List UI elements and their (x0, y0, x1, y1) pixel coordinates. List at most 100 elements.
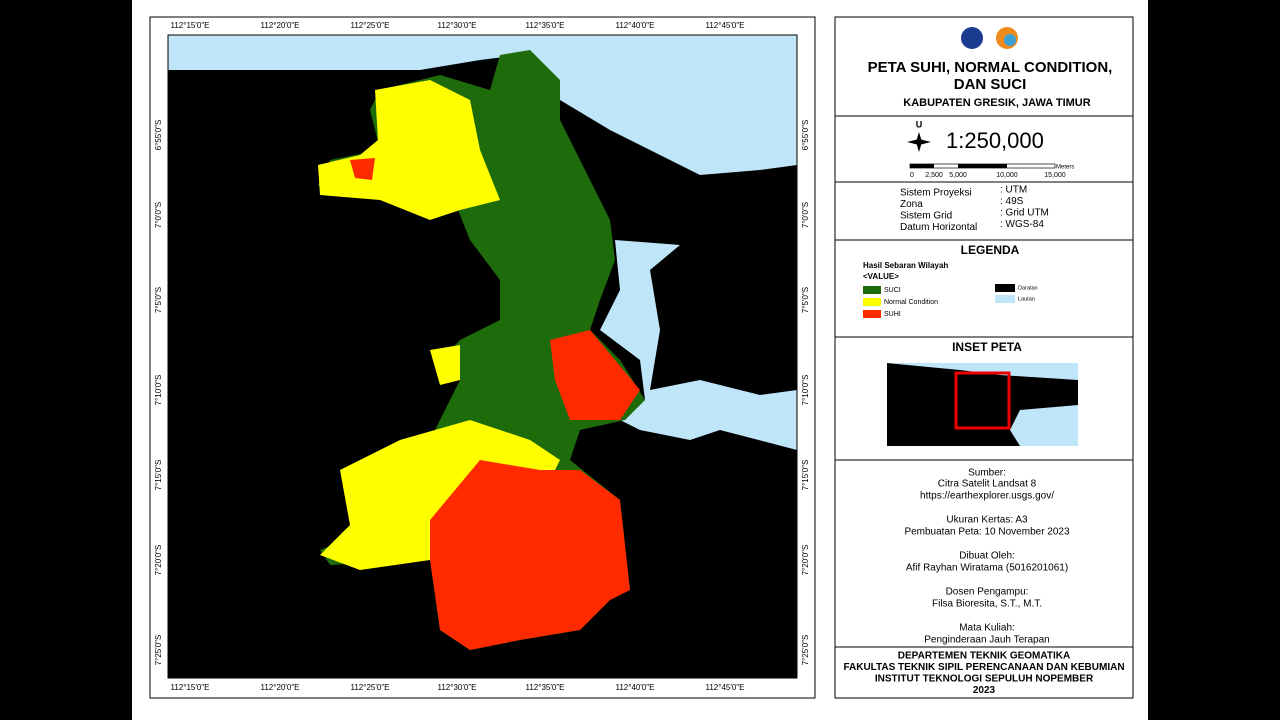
note: Citra Satelit Landsat 8 (938, 479, 1037, 490)
lon-label: 112°35'0"E (525, 683, 564, 692)
lon-label: 112°15'0"E (170, 683, 209, 692)
scale-bar (910, 164, 934, 168)
legend-label: Normal Condition (884, 299, 938, 306)
title: PETA SUHI, NORMAL CONDITION, (868, 59, 1113, 76)
note: Mata Kuliah: (959, 623, 1015, 634)
scale-label: 5,000 (949, 172, 967, 179)
info-key: Sistem Proyeksi (900, 188, 972, 199)
lat-label: 7°5'0"S (154, 287, 163, 313)
legend: SUCI Normal Condition SUHI Daratan Lautan (863, 284, 1038, 318)
legend-label: Daratan (1018, 285, 1038, 291)
lon-label: 112°20'0"E (260, 21, 299, 30)
suhi-area (430, 460, 630, 650)
map-frame (149, 16, 816, 699)
lat-label: 7°0'0"S (154, 202, 163, 228)
title: DAN SUCI (954, 76, 1027, 93)
subtitle: KABUPATEN GRESIK, JAWA TIMUR (903, 97, 1090, 109)
footer-line: DEPARTEMEN TEKNIK GEOMATIKA (898, 651, 1070, 662)
lat-label: 6°55'0"S (801, 120, 810, 151)
lon-label: 112°45'0"E (705, 683, 744, 692)
scale-label: 15,000 (1044, 172, 1066, 179)
info-value: : 49S (1000, 196, 1024, 207)
legend-heading: Hasil Sebaran Wilayah (863, 261, 948, 270)
scale-label: 10,000 (996, 172, 1018, 179)
inset-map (887, 363, 1078, 446)
map-body (168, 35, 797, 678)
lat-label: 7°10'0"S (154, 375, 163, 406)
suhi-area (550, 330, 640, 420)
footer-line: 2023 (973, 685, 996, 696)
scale-labels: 0 2,500 5,000 10,000 15,000 (910, 172, 1066, 179)
note: https://earthexplorer.usgs.gov/ (920, 491, 1054, 502)
scale-label: 2,500 (925, 172, 943, 179)
lon-label: 112°25'0"E (350, 683, 389, 692)
inset-land (887, 363, 1078, 446)
lat-label: 7°5'0"S (801, 287, 810, 313)
note: Dibuat Oleh: (959, 551, 1015, 562)
scale-label: 0 (910, 172, 914, 179)
lat-label: 7°25'0"S (801, 635, 810, 666)
inset-title: INSET PETA (952, 340, 1022, 354)
normal-area (430, 345, 460, 385)
legend-swatch (863, 310, 881, 318)
lon-label: 112°45'0"E (705, 21, 744, 30)
info-key: Zona (900, 199, 923, 210)
lat-label: 7°20'0"S (154, 545, 163, 576)
legend-swatch (863, 298, 881, 306)
lon-label: 112°20'0"E (260, 683, 299, 692)
info-value: : UTM (1000, 185, 1027, 196)
note: Ukuran Kertas: A3 (946, 515, 1028, 526)
lat-label: 7°15'0"S (801, 460, 810, 491)
normal-area (318, 80, 500, 220)
lon-label: 112°25'0"E (350, 21, 389, 30)
note: Pembuatan Peta: 10 November 2023 (904, 527, 1070, 538)
scale-text: 1:250,000 (946, 128, 1044, 153)
panel-frame (834, 16, 1134, 699)
legend-label: Lautan (1018, 296, 1035, 302)
legend-swatch (863, 286, 881, 294)
footer-line: FAKULTAS TEKNIK SIPIL PERENCANAAN DAN KE… (843, 662, 1124, 673)
legend-label: SUHI (884, 311, 901, 318)
logo (961, 27, 983, 49)
north-label: U (916, 119, 923, 129)
info-key: Datum Horizontal (900, 222, 977, 233)
lat-label: 6°55'0"S (154, 120, 163, 151)
note: Filsa Bioresita, S.T., M.T. (932, 599, 1042, 610)
footer-line: INSTITUT TEKNOLOGI SEPULUH NOPEMBER (875, 674, 1094, 685)
inset-extent (954, 371, 1011, 430)
info-value: : WGS-84 (1000, 219, 1044, 230)
legend-label: SUCI (884, 287, 901, 294)
notes: Sumber:Citra Satelit Landsat 8https://ea… (904, 468, 1070, 646)
lat-label: 7°0'0"S (801, 202, 810, 228)
lon-label: 112°35'0"E (525, 21, 564, 30)
lat-label: 7°25'0"S (154, 635, 163, 666)
lon-label: 112°15'0"E (170, 21, 209, 30)
scale-bar (958, 164, 1007, 168)
map-inner-frame (167, 34, 798, 679)
lat-label: 7°20'0"S (801, 545, 810, 576)
lon-label: 112°30'0"E (437, 21, 476, 30)
legend-swatch (995, 284, 1015, 292)
info-key: Sistem Grid (900, 211, 952, 222)
north-arrow (907, 139, 931, 145)
scale-unit: Meters (1056, 165, 1074, 171)
lon-label: 112°40'0"E (615, 683, 654, 692)
note: Sumber: (968, 468, 1006, 479)
legend-title: LEGENDA (961, 243, 1020, 257)
lat-label: 7°10'0"S (801, 375, 810, 406)
legend-field: <VALUE> (863, 272, 899, 281)
legend-swatch (995, 295, 1015, 303)
info-value: : Grid UTM (1000, 208, 1049, 219)
bay (600, 240, 797, 450)
sea (168, 35, 797, 175)
note: Penginderaan Jauh Terapan (924, 635, 1049, 646)
coordinates: 112°15'0"E 112°15'0"E 112°20'0"E 112°20'0"E… (154, 21, 810, 692)
projection-info: Sistem Proyeksi : UTM Zona : 49S Sistem Grid… (900, 185, 1049, 234)
lon-label: 112°40'0"E (615, 21, 654, 30)
lat-label: 7°15'0"S (154, 460, 163, 491)
lon-label: 112°30'0"E (437, 683, 476, 692)
logo (1004, 34, 1016, 46)
